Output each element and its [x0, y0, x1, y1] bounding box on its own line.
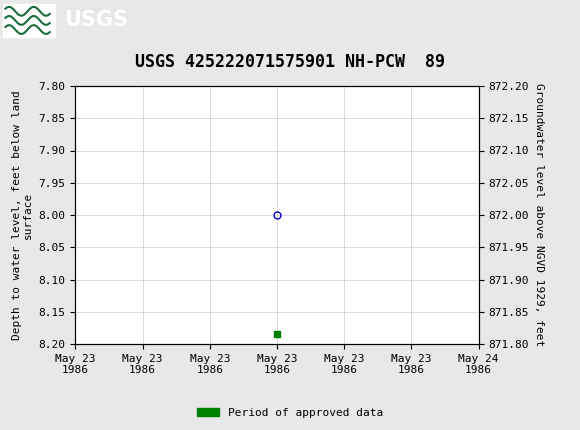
Y-axis label: Depth to water level, feet below land
surface: Depth to water level, feet below land su… [12, 90, 33, 340]
Y-axis label: Groundwater level above NGVD 1929, feet: Groundwater level above NGVD 1929, feet [534, 83, 544, 347]
Text: USGS 425222071575901 NH-PCW  89: USGS 425222071575901 NH-PCW 89 [135, 53, 445, 71]
FancyBboxPatch shape [3, 4, 55, 37]
Text: USGS: USGS [64, 10, 128, 31]
Legend: Period of approved data: Period of approved data [193, 403, 387, 422]
